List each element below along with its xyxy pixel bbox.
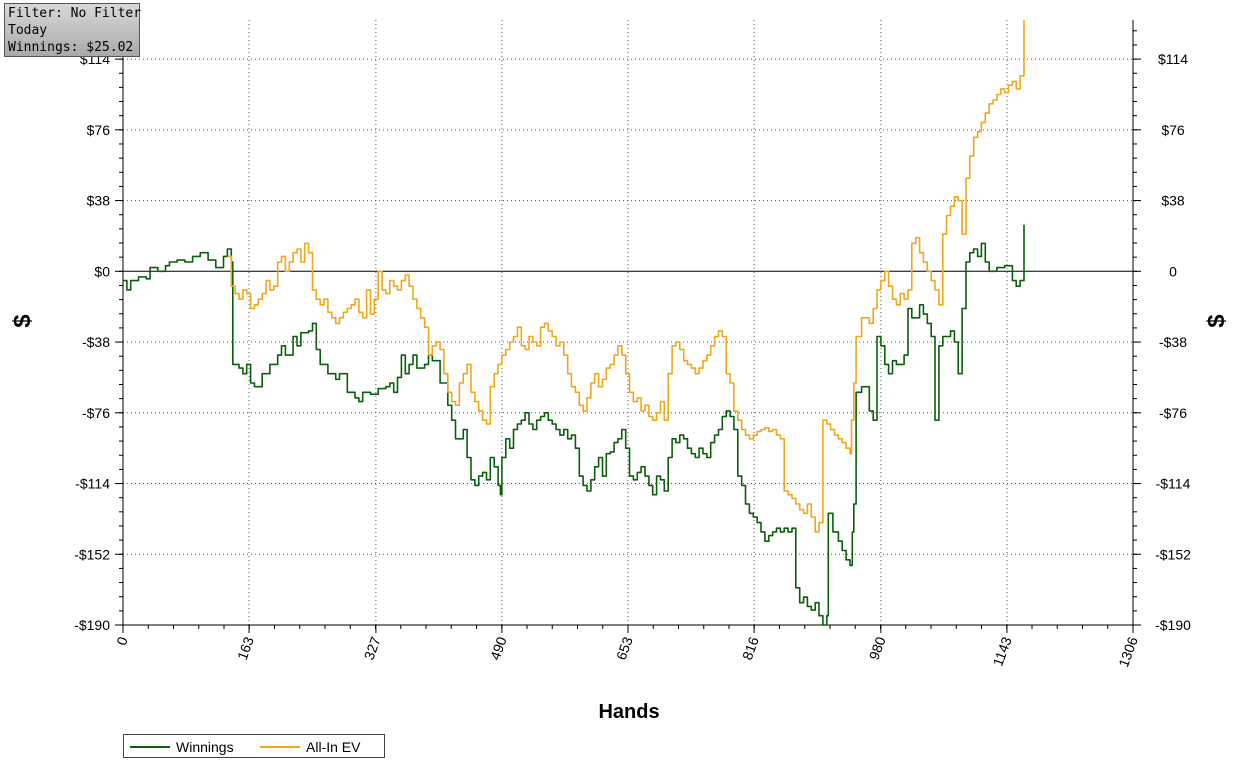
y-tick-label-left: $0 [94, 263, 110, 279]
y-tick-label-left: $38 [87, 193, 111, 209]
y-axis-title-left: $ [9, 314, 36, 328]
period-label: Today [8, 23, 48, 38]
y-tick-label-right: $38 [1161, 193, 1185, 209]
x-tick-label: 327 [361, 634, 384, 662]
legend-label-winnings: Winnings [176, 739, 234, 755]
legend-swatch-allin-ev [260, 746, 300, 748]
x-axis-title: Hands [598, 701, 659, 723]
axes: $114 $114$76 $76$38 $38$0 0-$38 -$38-$76 -$76-… [74, 20, 1191, 669]
y-tick-label-right: -$38 [1159, 334, 1187, 350]
series-line-allin-ev [227, 20, 1025, 533]
series-line-winnings [123, 224, 1025, 626]
y-tick-label-right: -$76 [1159, 405, 1187, 421]
x-tick-label: 0 [113, 634, 131, 647]
y-tick-label-left: -$114 [75, 476, 110, 492]
y-tick-label-right: $114 [1158, 51, 1188, 67]
x-tick-label: 1143 [989, 634, 1014, 668]
grid-lines [123, 20, 1134, 625]
winnings-summary: Winnings: $25.02 [8, 40, 134, 55]
legend-item-winnings: Winnings [130, 738, 234, 756]
x-tick-label: 1306 [1115, 634, 1141, 669]
y-tick-label-right: 0 [1169, 263, 1177, 279]
x-tick-label: 163 [234, 634, 257, 662]
y-tick-label-left: -$152 [74, 546, 110, 562]
series-lines [123, 20, 1025, 626]
chart-legend: Winnings All-In EV [123, 734, 385, 758]
y-axis-title-right: $ [1203, 314, 1230, 328]
y-tick-label-left: -$190 [74, 617, 110, 633]
x-tick-label: 653 [613, 634, 636, 662]
y-tick-label-right: -$190 [1155, 617, 1191, 633]
y-tick-label-left: $76 [87, 122, 111, 138]
y-tick-label-left: -$76 [82, 405, 110, 421]
y-tick-label-left: -$38 [82, 334, 110, 350]
y-tick-label-right: -$152 [1155, 546, 1191, 562]
legend-item-allin-ev: All-In EV [260, 738, 360, 756]
filter-info-box: Filter: No Filter Today Winnings: $25.02 [4, 3, 142, 57]
filter-label: Filter: No Filter [8, 6, 142, 21]
legend-swatch-winnings [130, 746, 170, 748]
y-tick-label-right: -$114 [1156, 476, 1191, 492]
x-tick-label: 816 [739, 634, 762, 662]
x-tick-label: 980 [866, 634, 889, 662]
legend-label-allin-ev: All-In EV [306, 739, 361, 755]
y-tick-label-right: $76 [1161, 122, 1185, 138]
x-tick-label: 490 [487, 634, 510, 662]
